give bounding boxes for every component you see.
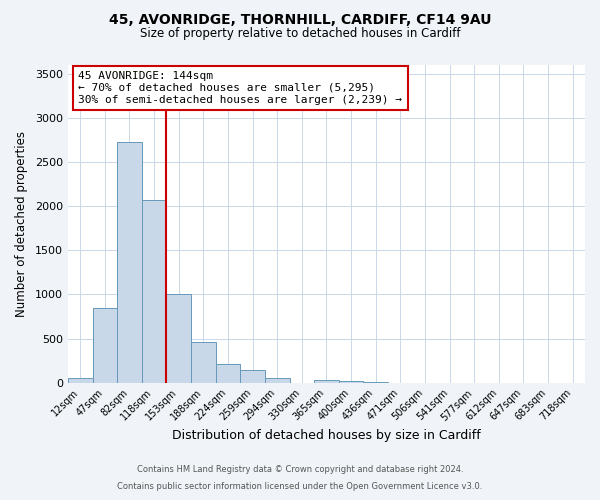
Bar [117, 142, 142, 382]
Text: 45 AVONRIDGE: 144sqm
← 70% of detached houses are smaller (5,295)
30% of semi-de: 45 AVONRIDGE: 144sqm ← 70% of detached h… [78, 72, 402, 104]
Bar [142, 200, 166, 382]
Text: Contains public sector information licensed under the Open Government Licence v3: Contains public sector information licen… [118, 482, 482, 491]
Text: Size of property relative to detached houses in Cardiff: Size of property relative to detached ho… [140, 28, 460, 40]
Text: Contains HM Land Registry data © Crown copyright and database right 2024.: Contains HM Land Registry data © Crown c… [137, 465, 463, 474]
Y-axis label: Number of detached properties: Number of detached properties [15, 131, 28, 317]
Bar [92, 308, 117, 382]
Bar [215, 364, 240, 382]
Bar [240, 370, 265, 382]
Bar [166, 294, 191, 382]
Bar [265, 378, 290, 382]
Bar [68, 378, 92, 382]
Bar [314, 380, 339, 382]
X-axis label: Distribution of detached houses by size in Cardiff: Distribution of detached houses by size … [172, 430, 481, 442]
Text: 45, AVONRIDGE, THORNHILL, CARDIFF, CF14 9AU: 45, AVONRIDGE, THORNHILL, CARDIFF, CF14 … [109, 12, 491, 26]
Bar [191, 342, 215, 382]
